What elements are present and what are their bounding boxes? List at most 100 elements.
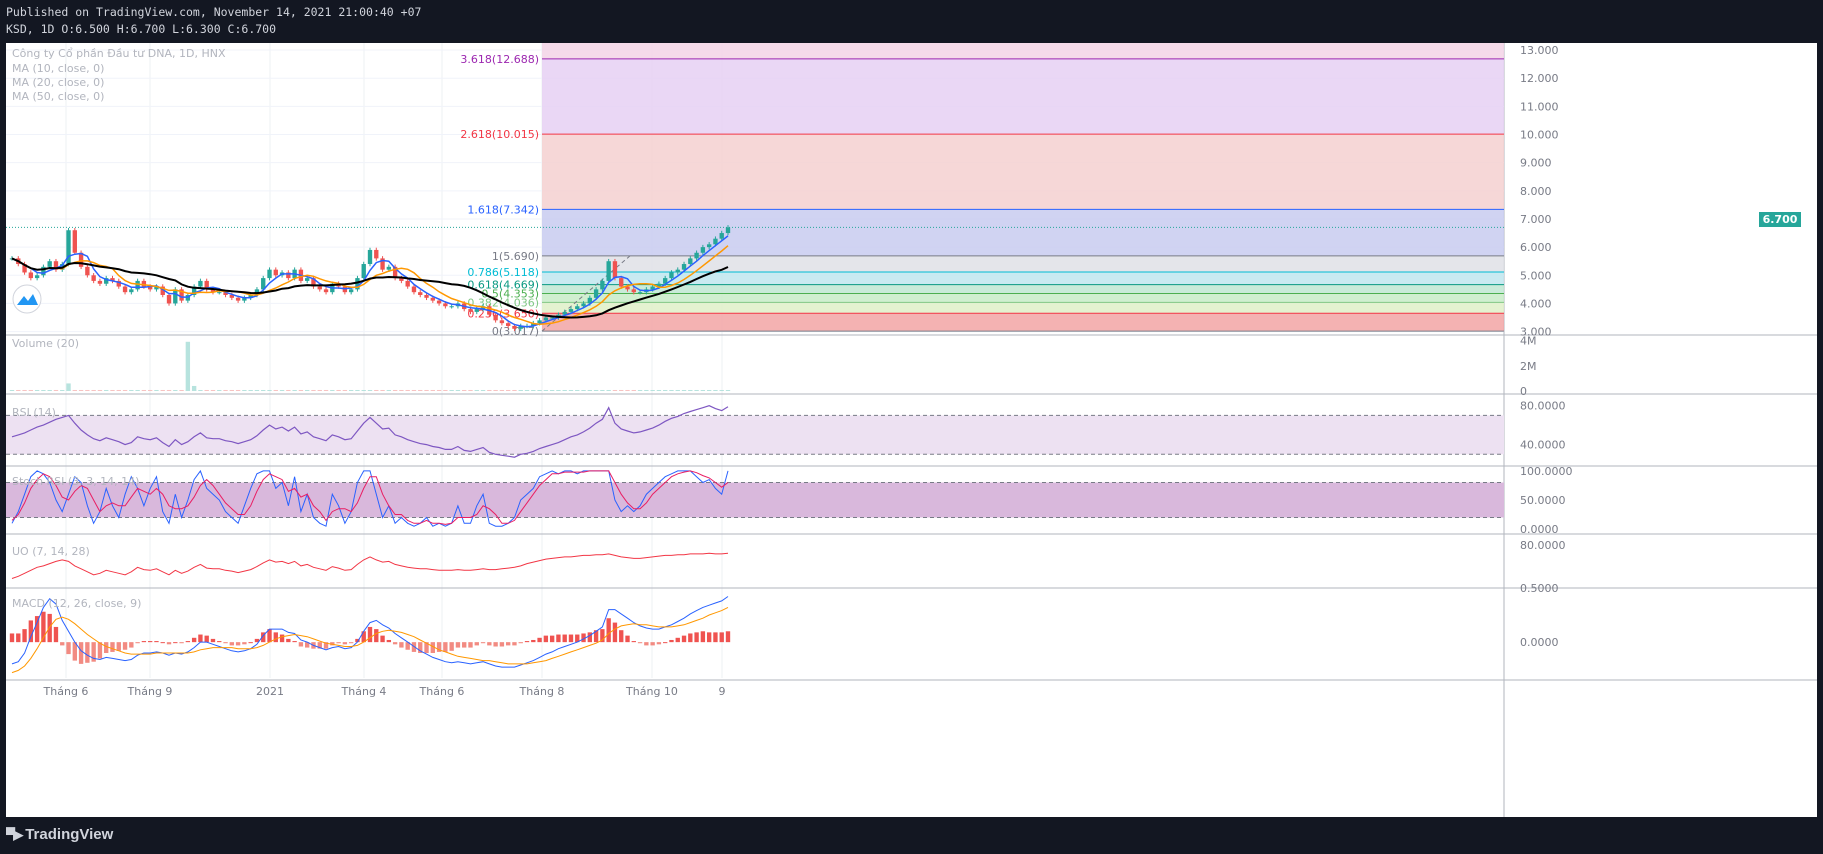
candle [474, 309, 479, 312]
tradingview-brand[interactable]: ▀▶ TradingView [6, 826, 113, 843]
candle [72, 230, 77, 253]
volume-bar [430, 389, 435, 391]
volume-bar [41, 389, 46, 391]
time-tick-label: 9 [719, 685, 726, 698]
volume-bar [562, 389, 567, 391]
volume-bar [706, 389, 712, 391]
candle [66, 230, 71, 265]
time-tick-label: Tháng 8 [519, 685, 565, 698]
candle [166, 294, 172, 304]
macd-histogram-bar [725, 631, 731, 643]
macd-histogram-bar [380, 635, 385, 643]
candle [656, 283, 662, 287]
uo-line [11, 552, 729, 579]
chart-frame[interactable]: 0(3.017) 0.236(3.650) 0.382(4.036) 0.5(4.35… [6, 43, 1817, 817]
time-tick-label: Tháng 6 [43, 685, 89, 698]
volume-bar [53, 389, 59, 391]
macd-histogram-bar [700, 631, 706, 643]
stoch-tick-label: 50.0000 [1520, 494, 1566, 507]
macd-histogram-bar [537, 637, 542, 643]
time-tick-label: 2021 [256, 685, 284, 698]
volume-bar [286, 389, 291, 391]
candle [41, 266, 46, 276]
volume-bar [248, 389, 253, 391]
macd-histogram-bar [47, 613, 52, 643]
candle [587, 297, 593, 304]
volume-bar [9, 389, 15, 391]
candle [436, 300, 442, 304]
macd-histogram-bar [681, 635, 687, 643]
macd-histogram-bar [499, 642, 505, 647]
ma50-legend: MA (50, close, 0) [12, 90, 104, 103]
macd-histogram-bar [474, 642, 479, 646]
candle [537, 320, 542, 324]
volume-bar [210, 389, 216, 391]
price-tick-label: 10.000 [1520, 129, 1559, 142]
price-tick-label: 4.000 [1520, 297, 1552, 310]
macd-histogram-bar [147, 641, 153, 643]
macd-histogram-bar [399, 642, 404, 648]
volume-bar [16, 389, 21, 391]
candle [97, 280, 103, 284]
fib-zone [542, 209, 1504, 256]
candle [305, 278, 310, 281]
stoch-d-line [11, 470, 729, 525]
macd-histogram-bar [122, 642, 128, 650]
macd-histogram-bar [493, 642, 498, 647]
macd-histogram-bar [719, 632, 724, 643]
macd-histogram-bar [298, 642, 304, 647]
volume-bar [568, 389, 574, 391]
candle [28, 272, 34, 279]
candle [700, 247, 706, 253]
volume-bar [669, 389, 674, 391]
price-tick-label: 6.000 [1520, 241, 1552, 254]
candle [669, 272, 674, 279]
fib-level-label: 1.618(7.342) [467, 203, 539, 216]
macd-histogram-bar [386, 639, 392, 643]
candle [499, 320, 505, 324]
volume-bar [173, 389, 178, 391]
candle [311, 278, 316, 287]
macd-histogram-bar [619, 630, 624, 643]
symbol-legend: Công ty Cổ phần Đầu tư DNA, 1D, HNX [12, 47, 226, 60]
macd-histogram-bar [455, 642, 461, 648]
macd-histogram-bar [694, 632, 699, 643]
volume-bar [581, 389, 586, 391]
volume-bar [411, 389, 417, 391]
stoch-legend: Stoch RSI (3, 3, 14, 14) [12, 475, 139, 488]
chart-svg[interactable]: 0(3.017)0.236(3.650)0.382(4.036)0.5(4.35… [6, 43, 1817, 817]
macd-histogram-bar [348, 642, 354, 644]
macd-histogram-bar [367, 626, 373, 643]
volume-bar [122, 389, 128, 391]
macd-histogram-bar [191, 637, 197, 643]
fib-level-label: 3.618(12.688) [460, 53, 539, 66]
macd-histogram-bar [116, 642, 121, 651]
volume-bar [392, 389, 398, 391]
macd-histogram-bar [85, 642, 90, 663]
candle [518, 325, 523, 329]
chart-logo-button[interactable] [12, 284, 42, 314]
rsi-band [6, 415, 1504, 455]
candle [392, 266, 398, 279]
volume-bar [116, 389, 121, 391]
candle [706, 244, 712, 248]
volume-bar [656, 389, 662, 391]
volume-bar [204, 389, 209, 391]
candle [129, 289, 134, 293]
macd-line [11, 596, 729, 668]
macd-histogram-bar [575, 634, 580, 643]
candle [650, 286, 655, 290]
macd-histogram-bar [543, 635, 549, 643]
macd-histogram-bar [600, 629, 605, 643]
macd-histogram-bar [418, 642, 423, 654]
volume-bar [261, 389, 266, 391]
price-tick-label: 9.000 [1520, 157, 1552, 170]
candle [235, 297, 241, 301]
price-tick-label: 3.000 [1520, 326, 1552, 339]
macd-histogram-bar [248, 642, 253, 644]
volume-bar [462, 389, 467, 391]
candle [405, 280, 410, 287]
volume-bar [493, 389, 498, 391]
volume-bar [436, 389, 442, 391]
volume-bar [719, 389, 724, 391]
